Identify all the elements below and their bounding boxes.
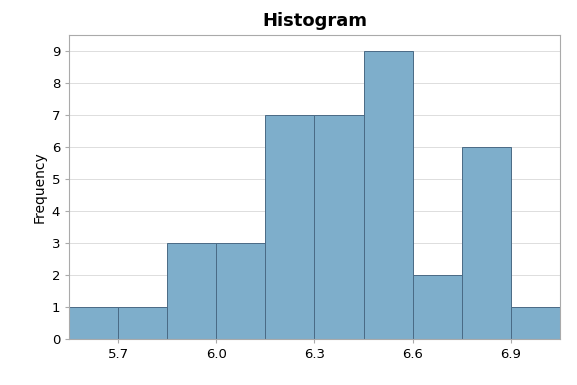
Bar xyxy=(511,307,560,339)
Bar xyxy=(265,115,314,339)
Title: Histogram: Histogram xyxy=(262,12,367,30)
Bar xyxy=(167,243,216,339)
Y-axis label: Frequency: Frequency xyxy=(32,151,46,223)
Bar xyxy=(413,275,462,339)
Bar xyxy=(314,115,364,339)
Bar xyxy=(364,51,413,339)
Bar xyxy=(462,147,511,339)
Bar xyxy=(69,307,118,339)
Bar xyxy=(118,307,167,339)
Bar xyxy=(216,243,265,339)
